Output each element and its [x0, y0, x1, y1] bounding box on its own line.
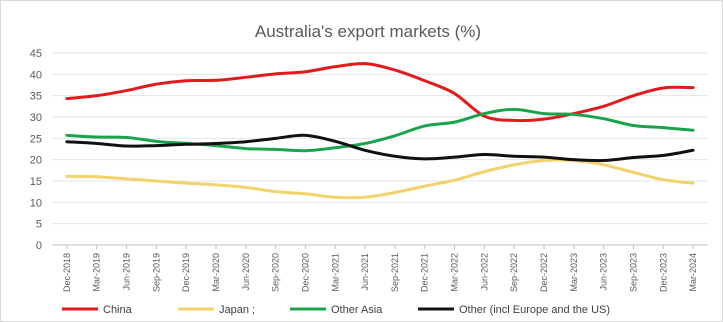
x-tick-label: Jun-2019	[122, 253, 132, 291]
x-tick-label: Mar-2022	[450, 253, 460, 292]
x-tick-label: Dec-2022	[539, 253, 549, 292]
x-tick-label: Mar-2020	[211, 253, 221, 292]
series-line-other-asia	[65, 107, 695, 153]
x-tick-label: Sep-2019	[151, 253, 161, 292]
y-tick-label: 20	[30, 155, 42, 167]
x-tick-label: Sep-2021	[390, 253, 400, 292]
x-tick-label: Mar-2021	[330, 253, 340, 292]
series-lines	[65, 62, 695, 200]
y-tick-label: 30	[30, 112, 42, 124]
x-tick-label: Sep-2023	[628, 253, 638, 292]
x-tick-label: Jun-2023	[599, 253, 609, 291]
legend-label: Japan ;	[219, 304, 255, 316]
x-tick-label: Mar-2019	[92, 253, 102, 292]
legend-label: China	[103, 304, 133, 316]
y-tick-label: 15	[30, 176, 42, 188]
y-axis-ticks: 0 5 10 15 20 25 30 35 40 45	[30, 48, 42, 252]
y-tick-label: 35	[30, 91, 42, 103]
series-line-china	[65, 62, 695, 123]
series-line-other-incl-europe-and-the-us	[65, 133, 695, 163]
x-axis-ticks: Dec-2018 Mar-2019 Jun-2019 Sep-2019 Dec-2019…	[62, 245, 698, 292]
legend: China Japan ; Other Asia Other (incl Europe…	[62, 304, 610, 316]
x-tick-label: Mar-2024	[688, 253, 698, 292]
x-tick-label: Jun-2022	[479, 253, 489, 291]
x-tick-label: Dec-2021	[420, 253, 430, 292]
y-tick-label: 5	[36, 219, 42, 231]
series-line-japan	[65, 158, 695, 200]
y-tick-label: 25	[30, 133, 42, 145]
y-tick-label: 40	[30, 69, 42, 81]
x-tick-label: Jun-2020	[241, 253, 251, 291]
chart-title: Australia's export markets (%)	[255, 22, 481, 41]
legend-label: Other (incl Europe and the US)	[459, 304, 610, 316]
x-tick-label: Mar-2023	[569, 253, 579, 292]
y-tick-label: 10	[30, 197, 42, 209]
x-tick-label: Sep-2022	[509, 253, 519, 292]
x-tick-label: Dec-2018	[62, 253, 72, 292]
y-tick-label: 0	[36, 240, 42, 252]
x-tick-label: Dec-2019	[181, 253, 191, 292]
x-tick-label: Jun-2021	[360, 253, 370, 291]
x-tick-label: Dec-2020	[300, 253, 310, 292]
x-tick-label: Sep-2020	[271, 253, 281, 292]
y-tick-label: 45	[30, 48, 42, 60]
legend-label: Other Asia	[331, 304, 383, 316]
x-tick-label: Dec-2023	[658, 253, 668, 292]
